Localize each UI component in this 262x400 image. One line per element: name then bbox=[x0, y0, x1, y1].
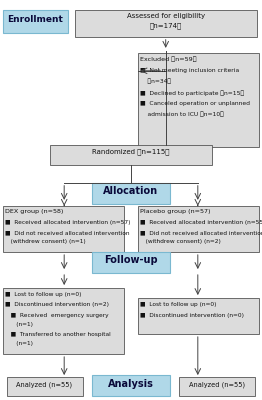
FancyBboxPatch shape bbox=[75, 10, 257, 37]
Text: ■  Lost to follow up (n=0): ■ Lost to follow up (n=0) bbox=[140, 302, 217, 307]
Text: Analyzed (n=55): Analyzed (n=55) bbox=[17, 381, 73, 388]
Text: (withdrew consent) (n=2): (withdrew consent) (n=2) bbox=[140, 239, 221, 244]
Text: Placebo group (n=57): Placebo group (n=57) bbox=[140, 209, 211, 214]
Text: Excluded （n=59）: Excluded （n=59） bbox=[140, 57, 197, 62]
FancyBboxPatch shape bbox=[92, 375, 170, 396]
Text: ■  Received allocated intervention (n=55): ■ Received allocated intervention (n=55) bbox=[140, 220, 262, 225]
Text: Follow-up: Follow-up bbox=[104, 256, 158, 266]
FancyBboxPatch shape bbox=[3, 206, 124, 252]
Text: ■  Discontinued intervention (n=2): ■ Discontinued intervention (n=2) bbox=[5, 302, 109, 307]
Text: ■  Discontinued intervention (n=0): ■ Discontinued intervention (n=0) bbox=[140, 313, 244, 318]
Text: DEX group (n=58): DEX group (n=58) bbox=[5, 209, 64, 214]
Text: Analyzed (n=55): Analyzed (n=55) bbox=[189, 381, 245, 388]
Text: ■  Did not received allocated intervention: ■ Did not received allocated interventio… bbox=[5, 230, 130, 235]
Text: ■  Transferred to another hospital: ■ Transferred to another hospital bbox=[5, 332, 111, 337]
Text: Allocation: Allocation bbox=[103, 186, 159, 196]
Text: ■  Received  emergency surgery: ■ Received emergency surgery bbox=[5, 313, 109, 318]
Text: (withdrew consent) (n=1): (withdrew consent) (n=1) bbox=[5, 239, 86, 244]
FancyBboxPatch shape bbox=[3, 288, 124, 354]
Text: Analysis: Analysis bbox=[108, 378, 154, 389]
FancyBboxPatch shape bbox=[92, 252, 170, 273]
FancyBboxPatch shape bbox=[138, 206, 259, 252]
Text: ■  Lost to follow up (n=0): ■ Lost to follow up (n=0) bbox=[5, 292, 82, 297]
Text: ■  Declined to participate （n=15）: ■ Declined to participate （n=15） bbox=[140, 90, 244, 96]
Text: （n=34）: （n=34） bbox=[140, 78, 171, 84]
Text: （n=174）: （n=174） bbox=[150, 22, 182, 29]
Text: Assessed for eligibility: Assessed for eligibility bbox=[127, 13, 205, 19]
Text: (n=1): (n=1) bbox=[5, 341, 33, 346]
Text: ■  Canceled operation or unplanned: ■ Canceled operation or unplanned bbox=[140, 101, 250, 106]
Text: Enrollment: Enrollment bbox=[7, 15, 63, 24]
FancyBboxPatch shape bbox=[179, 377, 255, 396]
Text: admission to ICU （n=10）: admission to ICU （n=10） bbox=[140, 111, 224, 117]
Text: (n=1): (n=1) bbox=[5, 322, 33, 326]
FancyBboxPatch shape bbox=[138, 53, 259, 147]
Text: ■  Did not received allocated intervention: ■ Did not received allocated interventio… bbox=[140, 230, 262, 235]
Text: ■  Not meeting inclusion criteria: ■ Not meeting inclusion criteria bbox=[140, 68, 239, 73]
FancyBboxPatch shape bbox=[92, 183, 170, 204]
FancyBboxPatch shape bbox=[50, 145, 212, 165]
Text: ■  Received allocated intervention (n=57): ■ Received allocated intervention (n=57) bbox=[5, 220, 131, 225]
FancyBboxPatch shape bbox=[3, 10, 68, 33]
FancyBboxPatch shape bbox=[7, 377, 83, 396]
Text: Randomized （n=115）: Randomized （n=115） bbox=[92, 148, 170, 155]
FancyBboxPatch shape bbox=[138, 298, 259, 334]
